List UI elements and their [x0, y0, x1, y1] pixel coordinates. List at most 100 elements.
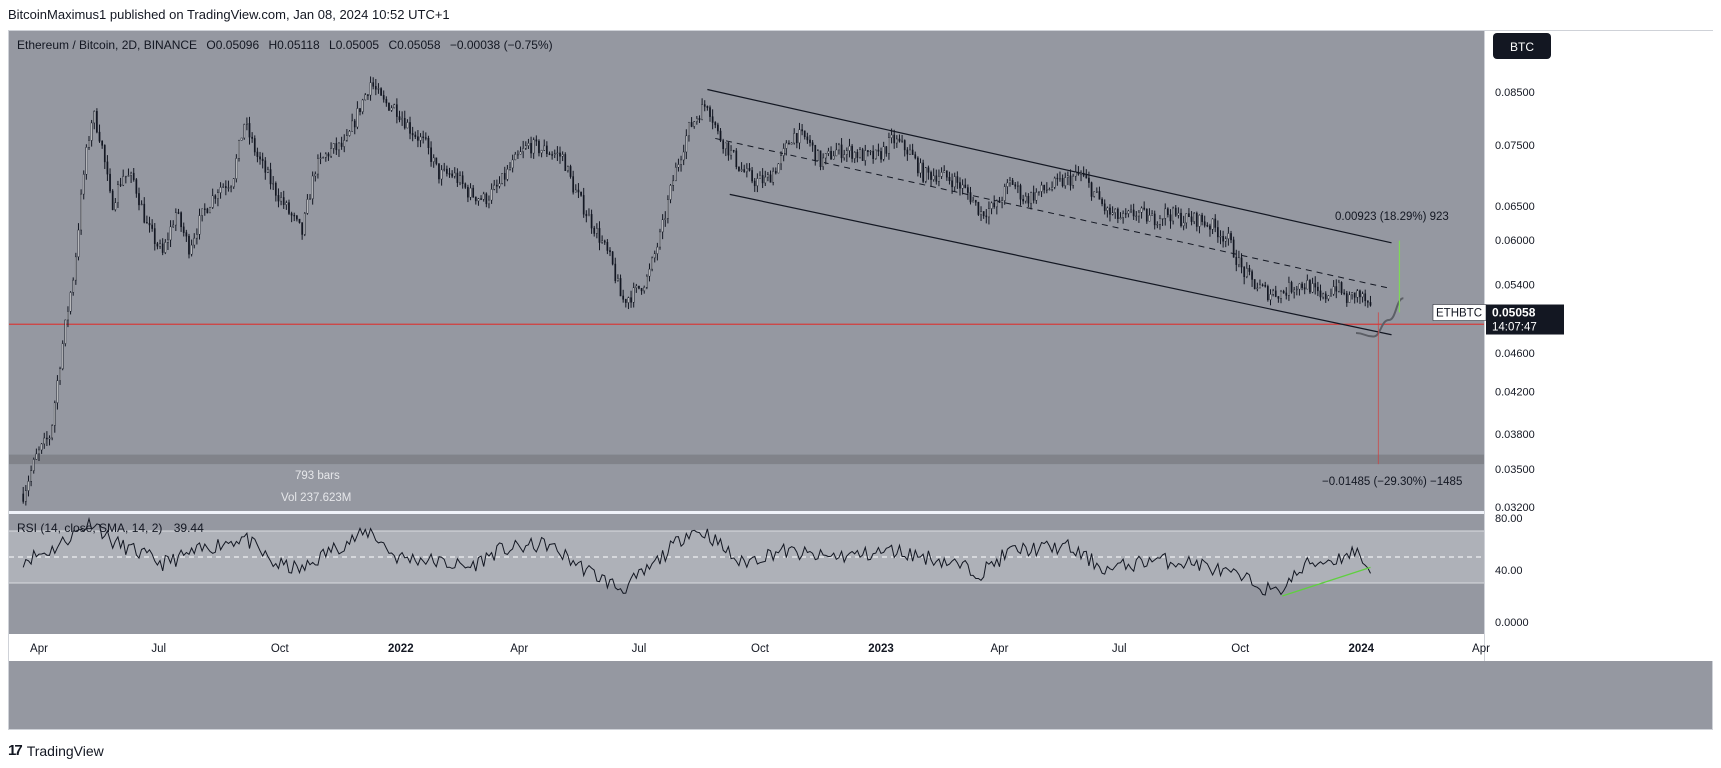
candle-body — [124, 175, 127, 178]
candle-body — [96, 111, 98, 133]
channel-lower-line[interactable] — [729, 193, 1392, 336]
candle-body — [24, 490, 27, 502]
candle-body — [1093, 191, 1096, 197]
candle-body — [932, 175, 935, 180]
candle-body — [138, 193, 140, 206]
rsi-divergence-line[interactable] — [1282, 566, 1371, 597]
candle-body — [980, 211, 982, 215]
candle-body — [953, 176, 956, 188]
last-price-tag[interactable]: ETHBTC 0.05058 14:07:47 — [1432, 304, 1564, 335]
candle-body — [1051, 186, 1053, 190]
tradingview-footer[interactable]: 17 TradingView — [0, 740, 104, 762]
candle-body — [267, 169, 269, 173]
candle-body — [1261, 284, 1264, 286]
candle-body — [456, 172, 459, 183]
candle-body — [1343, 292, 1346, 295]
candle-body — [1288, 282, 1290, 296]
candle-body — [617, 278, 619, 281]
rsi-value: 39.44 — [174, 521, 204, 535]
candle-body — [1245, 268, 1248, 278]
candle-body — [546, 145, 548, 155]
currency-badge[interactable]: BTC — [1493, 33, 1551, 59]
candle-body — [822, 157, 825, 168]
candle-body — [661, 219, 664, 233]
candle-body — [451, 173, 453, 177]
price-axis[interactable]: 0.08500 0.07500 0.06500 0.06000 0.05400 0.046… — [1495, 87, 1535, 514]
candle-body — [793, 133, 796, 144]
time-tick-label: Jul — [1112, 643, 1127, 655]
candle-body — [648, 268, 651, 277]
candle-body — [164, 242, 167, 253]
support-zone[interactable] — [9, 454, 1484, 465]
candle-body — [293, 214, 296, 217]
candle-body — [440, 169, 443, 180]
candle-body — [672, 180, 675, 186]
candle-body — [327, 153, 330, 157]
candle-body — [1119, 217, 1122, 219]
candle-body — [1038, 191, 1040, 193]
candle-body — [835, 149, 838, 157]
rsi-line[interactable] — [22, 516, 1371, 596]
candle-body — [90, 122, 93, 141]
candle-body — [711, 116, 714, 123]
candle-body — [56, 380, 59, 404]
candle-body — [314, 173, 317, 177]
candle-body — [819, 150, 822, 168]
candle-body — [135, 179, 138, 194]
candle-body — [1024, 195, 1027, 202]
candle-body — [438, 163, 440, 180]
candle-body — [1224, 238, 1227, 242]
symbol-text: Ethereum / Bitcoin, 2D, BINANCE — [17, 38, 197, 52]
candle-body — [188, 235, 190, 255]
candle-body — [367, 94, 369, 96]
candle-body — [624, 299, 627, 303]
candle-body — [688, 122, 690, 137]
candle-body — [1127, 210, 1130, 214]
time-tick-label: 2022 — [388, 643, 414, 655]
projection-curve[interactable] — [1355, 297, 1404, 338]
candle-body — [556, 152, 559, 154]
candle-body — [493, 184, 496, 190]
candle-body — [914, 154, 917, 159]
candle-body — [659, 231, 661, 248]
candle-body — [448, 173, 451, 175]
candle-body — [1293, 289, 1296, 293]
candle-body — [1059, 177, 1061, 180]
candle-body — [238, 140, 240, 159]
candle-body — [377, 88, 380, 90]
candle-body — [206, 208, 209, 214]
candle-body — [346, 135, 348, 141]
time-axis[interactable]: Apr Jul Oct 2022 Apr Jul Oct 2023 Apr Jul Oct 2024 A… — [30, 643, 1490, 655]
candle-body — [864, 150, 867, 161]
candle-body — [1080, 172, 1082, 175]
candle-body — [1188, 213, 1190, 218]
price-axis-area[interactable] — [1484, 31, 1714, 661]
channel-mid-line[interactable] — [715, 137, 1392, 290]
candle-body — [1185, 213, 1188, 224]
candle-body — [1359, 290, 1361, 298]
candle-body — [574, 189, 577, 193]
candle-body — [1169, 214, 1172, 222]
candle-body — [167, 239, 169, 243]
candle-body — [251, 136, 253, 139]
ethbtc-chart[interactable]: Ethereum / Bitcoin, 2D, BINANCE O0.05096… — [9, 31, 1714, 731]
candle-body — [622, 295, 625, 300]
candlestick-series[interactable] — [22, 76, 1372, 506]
candle-body — [1090, 182, 1093, 197]
candle-body — [1182, 222, 1185, 226]
candle-body — [259, 156, 261, 160]
channel-upper-line[interactable] — [707, 88, 1392, 244]
rsi-axis[interactable]: 80.00 40.00 0.0000 — [1495, 513, 1529, 629]
price-pane[interactable] — [9, 31, 1484, 511]
candle-body — [298, 218, 301, 223]
candle-body — [214, 195, 217, 199]
candle-body — [619, 278, 622, 297]
candle-body — [119, 184, 122, 186]
time-axis-area[interactable] — [9, 634, 1484, 661]
candle-body — [498, 183, 501, 187]
candle-body — [1027, 195, 1030, 204]
candle-body — [38, 449, 40, 455]
candle-body — [753, 180, 756, 187]
candle-body — [1217, 227, 1219, 238]
chart-frame[interactable]: Ethereum / Bitcoin, 2D, BINANCE O0.05096… — [8, 30, 1714, 731]
